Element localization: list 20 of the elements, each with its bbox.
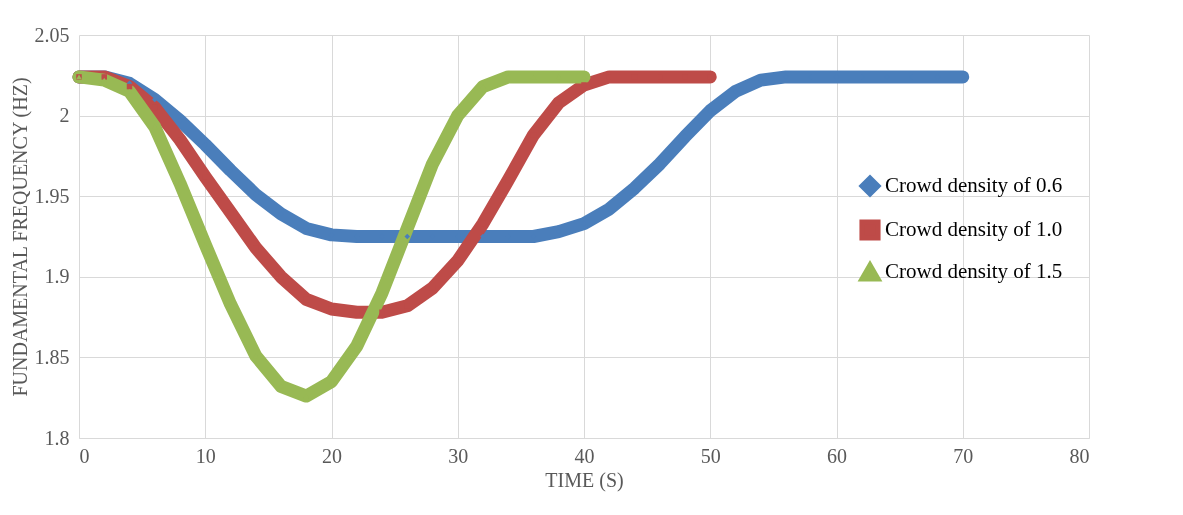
x-axis-title: TIME (S) — [545, 468, 624, 492]
x-tick-label: 20 — [322, 444, 342, 467]
legend-label: Crowd density of 0.6 — [885, 173, 1063, 197]
y-tick-label: 2 — [59, 104, 70, 127]
x-tick-label: 40 — [574, 444, 595, 467]
x-tick-label: 60 — [827, 444, 847, 467]
y-tick-label: 1.9 — [44, 265, 70, 288]
y-tick-label: 2.05 — [34, 23, 70, 46]
x-tick-label: 80 — [1069, 444, 1090, 467]
x-tick-label: 50 — [700, 444, 721, 467]
y-axis-title: FUNDAMENTAL FREQUENCY (HZ) — [8, 77, 32, 397]
y-tick-label: 1.95 — [34, 184, 70, 207]
y-tick-label: 1.8 — [44, 426, 70, 449]
x-tick-label: 30 — [448, 444, 469, 467]
legend-label: Crowd density of 1.5 — [885, 259, 1063, 283]
x-tick-label: 0 — [79, 444, 90, 467]
x-tick-label: 70 — [953, 444, 974, 467]
y-tick-label: 1.85 — [34, 345, 70, 368]
x-tick-label: 10 — [195, 444, 216, 467]
legend-label: Crowd density of 1.0 — [885, 217, 1063, 241]
